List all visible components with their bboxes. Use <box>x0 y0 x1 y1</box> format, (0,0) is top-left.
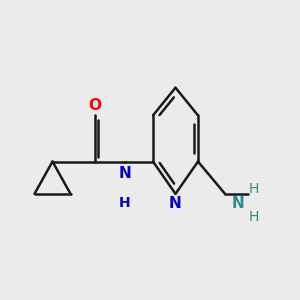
Text: N: N <box>169 196 182 211</box>
Text: H: H <box>249 210 260 224</box>
Text: O: O <box>88 98 101 113</box>
Text: N: N <box>232 196 244 211</box>
Text: H: H <box>119 196 130 210</box>
Text: N: N <box>118 166 131 181</box>
Text: H: H <box>249 182 260 196</box>
